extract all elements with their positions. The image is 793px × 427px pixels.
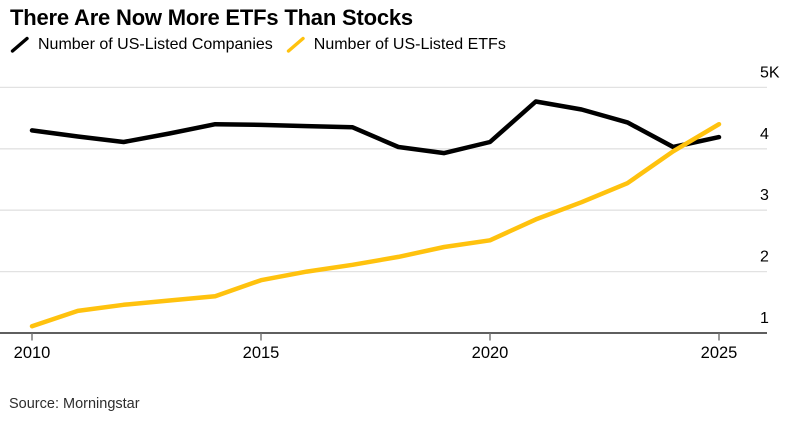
companies-series-line: [29, 99, 722, 156]
line-chart: 1 2 3 4 5K 2010 2015 2020 2025: [0, 60, 793, 370]
legend-item-companies: Number of US-Listed Companies: [10, 36, 273, 54]
y-axis-tick-label: 2: [760, 249, 769, 266]
chart-title: There Are Now More ETFs Than Stocks: [10, 5, 413, 30]
y-axis-tick-label: 4: [760, 126, 769, 143]
x-axis-tick-label: 2010: [14, 344, 51, 362]
y-axis-tick-label: 3: [760, 187, 769, 204]
x-axis-tick-label: 2025: [701, 344, 738, 362]
line-chart-svg: 1 2 3 4 5K 2010 2015 2020 2025: [0, 64, 780, 362]
legend-label-etfs: Number of US-Listed ETFs: [313, 36, 506, 53]
x-axis-tick-label: 2015: [243, 344, 280, 362]
etf-series-line: [29, 121, 722, 329]
legend-item-etfs: Number of US-Listed ETFs: [286, 36, 506, 54]
y-axis-tick-label: 5K: [760, 64, 780, 81]
chart-legend: Number of US-Listed Companies Number of …: [10, 36, 506, 54]
etf-line-swatch-icon: [286, 36, 306, 54]
y-axis-tick-label: 1: [760, 310, 769, 327]
companies-line-swatch-icon: [10, 36, 30, 54]
x-axis-tick-label: 2020: [472, 344, 509, 362]
legend-label-companies: Number of US-Listed Companies: [38, 36, 273, 53]
source-note: Source: Morningstar: [9, 396, 140, 412]
